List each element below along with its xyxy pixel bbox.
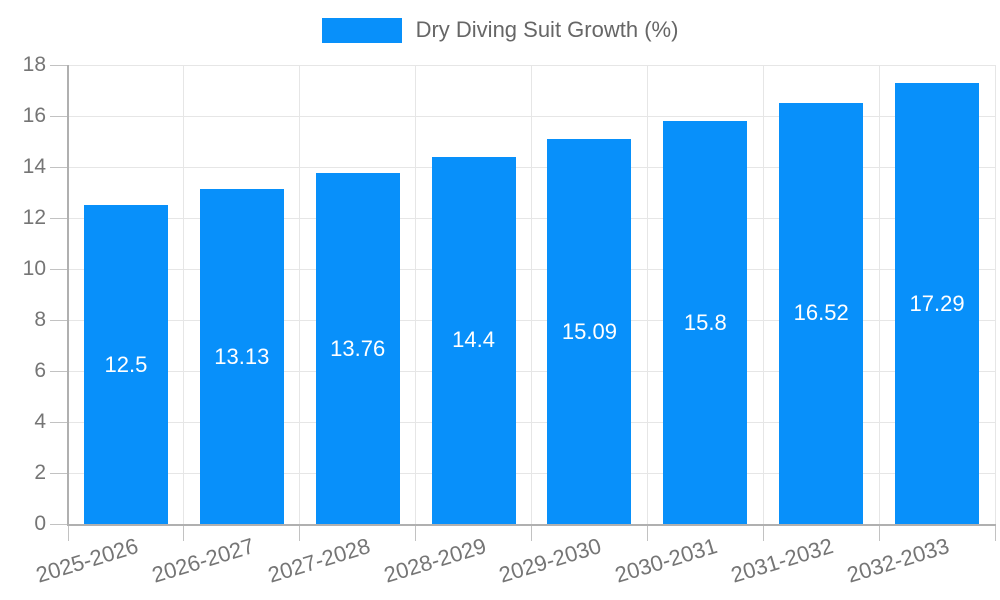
y-tick-label: 10 — [22, 257, 46, 280]
y-tick-label: 8 — [34, 308, 46, 331]
tick-mark-y — [50, 523, 67, 525]
bar[interactable]: 12.5 — [83, 205, 168, 524]
bar[interactable]: 13.76 — [315, 173, 400, 524]
legend-label: Dry Diving Suit Growth (%) — [415, 17, 679, 42]
bar-value-label: 14.4 — [452, 327, 495, 353]
y-tick-label: 2 — [34, 461, 46, 484]
bar-value-label: 12.5 — [104, 351, 148, 377]
tick-mark-y — [50, 370, 67, 372]
bar-value-label: 15.09 — [561, 318, 617, 344]
tick-mark-y — [50, 319, 67, 321]
bar[interactable]: 16.52 — [779, 102, 864, 524]
tick-mark-y — [50, 217, 67, 219]
tick-mark-x — [994, 526, 996, 541]
tick-mark-x — [67, 526, 69, 541]
x-axis-line — [67, 524, 996, 526]
tick-mark-y — [50, 421, 67, 423]
gridline-x — [531, 65, 532, 524]
legend-swatch — [321, 17, 402, 43]
legend[interactable]: Dry Diving Suit Growth (%) — [0, 17, 1000, 43]
tick-mark-y — [50, 64, 67, 66]
tick-mark-x — [415, 526, 417, 541]
y-tick-label: 12 — [22, 206, 46, 229]
y-tick-label: 0 — [34, 512, 46, 535]
tick-mark-x — [878, 526, 880, 541]
y-tick-label: 4 — [34, 410, 46, 433]
tick-mark-y — [50, 268, 67, 270]
bar[interactable]: 15.09 — [547, 139, 632, 524]
bar-value-label: 15.8 — [683, 309, 727, 335]
gridline-x — [646, 65, 648, 524]
tick-mark-x — [299, 526, 301, 541]
y-axis-line — [67, 65, 69, 526]
tick-mark-x — [531, 526, 532, 541]
y-tick-label: 16 — [22, 104, 46, 127]
tick-mark-x — [646, 526, 648, 541]
bar-value-label: 13.76 — [330, 335, 386, 361]
tick-mark-y — [50, 115, 67, 117]
bar[interactable]: 13.13 — [199, 189, 284, 524]
tick-mark-y — [50, 166, 67, 168]
tick-mark-x — [183, 526, 185, 541]
tick-mark-y — [50, 472, 67, 474]
y-tick-label: 18 — [22, 53, 46, 76]
y-tick-label: 14 — [22, 155, 46, 178]
bar[interactable]: 14.4 — [431, 156, 516, 524]
bar-value-label: 17.29 — [909, 290, 965, 316]
bar-value-label: 13.13 — [214, 343, 270, 369]
y-tick-label: 6 — [34, 359, 46, 382]
bar-value-label: 16.52 — [793, 300, 849, 326]
bar[interactable]: 15.8 — [663, 121, 748, 524]
gridline-x — [415, 65, 417, 524]
gridline-x — [299, 65, 301, 524]
gridline-x — [994, 65, 996, 524]
bar[interactable]: 17.29 — [895, 83, 980, 524]
tick-mark-x — [762, 526, 764, 541]
gridline-x — [183, 65, 185, 524]
gridline-x — [878, 65, 880, 524]
gridline-x — [762, 65, 764, 524]
